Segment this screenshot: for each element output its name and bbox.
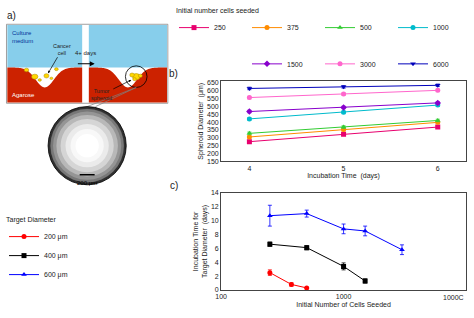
svg-text:200 μm: 200 μm <box>77 180 97 186</box>
svg-text:6: 6 <box>436 165 440 172</box>
svg-text:Incubation Time (days): Incubation Time (days) <box>307 172 380 180</box>
svg-text:Cancercell: Cancercell <box>53 43 71 56</box>
svg-text:600 μm: 600 μm <box>44 271 68 279</box>
svg-text:600: 600 <box>207 87 219 94</box>
svg-text:375: 375 <box>287 24 299 31</box>
svg-text:Incubation Time forTarget Diam: Incubation Time forTarget Diameter (days… <box>192 205 209 278</box>
svg-text:150: 150 <box>207 158 219 165</box>
svg-text:2: 2 <box>215 273 219 280</box>
svg-text:1500: 1500 <box>287 61 303 68</box>
svg-text:200: 200 <box>207 150 219 157</box>
svg-text:14: 14 <box>211 189 219 196</box>
svg-text:650: 650 <box>207 79 219 86</box>
svg-text:4+ days: 4+ days <box>75 50 96 56</box>
svg-text:a): a) <box>7 10 16 21</box>
svg-text:300: 300 <box>207 134 219 141</box>
svg-text:Agarose: Agarose <box>12 92 35 98</box>
svg-text:3000: 3000 <box>360 61 376 68</box>
svg-text:Target Diameter: Target Diameter <box>6 216 56 224</box>
svg-text:Spheroid Diameter (μm): Spheroid Diameter (μm) <box>197 83 205 160</box>
svg-text:12: 12 <box>211 203 219 210</box>
svg-text:450: 450 <box>207 111 219 118</box>
svg-text:10: 10 <box>211 217 219 224</box>
svg-text:500: 500 <box>207 103 219 110</box>
svg-text:100: 100 <box>215 293 227 300</box>
svg-text:8: 8 <box>215 231 219 238</box>
svg-text:Initial Number of Cells Seeded: Initial Number of Cells Seeded <box>296 301 391 308</box>
svg-text:Tumorspheroid: Tumorspheroid <box>91 88 112 101</box>
svg-text:0: 0 <box>215 286 219 293</box>
svg-text:1000: 1000 <box>336 293 352 300</box>
svg-text:6: 6 <box>215 245 219 252</box>
svg-text:4: 4 <box>247 165 251 172</box>
svg-text:4: 4 <box>215 259 219 266</box>
svg-text:500: 500 <box>360 24 372 31</box>
svg-text:5: 5 <box>342 165 346 172</box>
svg-text:6000: 6000 <box>433 61 449 68</box>
svg-text:250: 250 <box>207 142 219 149</box>
svg-text:c): c) <box>170 180 178 191</box>
svg-text:1000: 1000 <box>433 24 449 31</box>
svg-text:b): b) <box>169 68 178 79</box>
svg-text:200 μm: 200 μm <box>44 233 68 241</box>
svg-text:1000C: 1000C <box>443 294 464 301</box>
svg-text:400 μm: 400 μm <box>44 252 68 260</box>
svg-text:Culturemedium: Culturemedium <box>12 30 33 44</box>
svg-text:250: 250 <box>214 24 226 31</box>
svg-text:550: 550 <box>207 95 219 102</box>
svg-text:Initial number cells seeded: Initial number cells seeded <box>176 7 259 14</box>
svg-text:400: 400 <box>207 119 219 126</box>
svg-text:350: 350 <box>207 126 219 133</box>
